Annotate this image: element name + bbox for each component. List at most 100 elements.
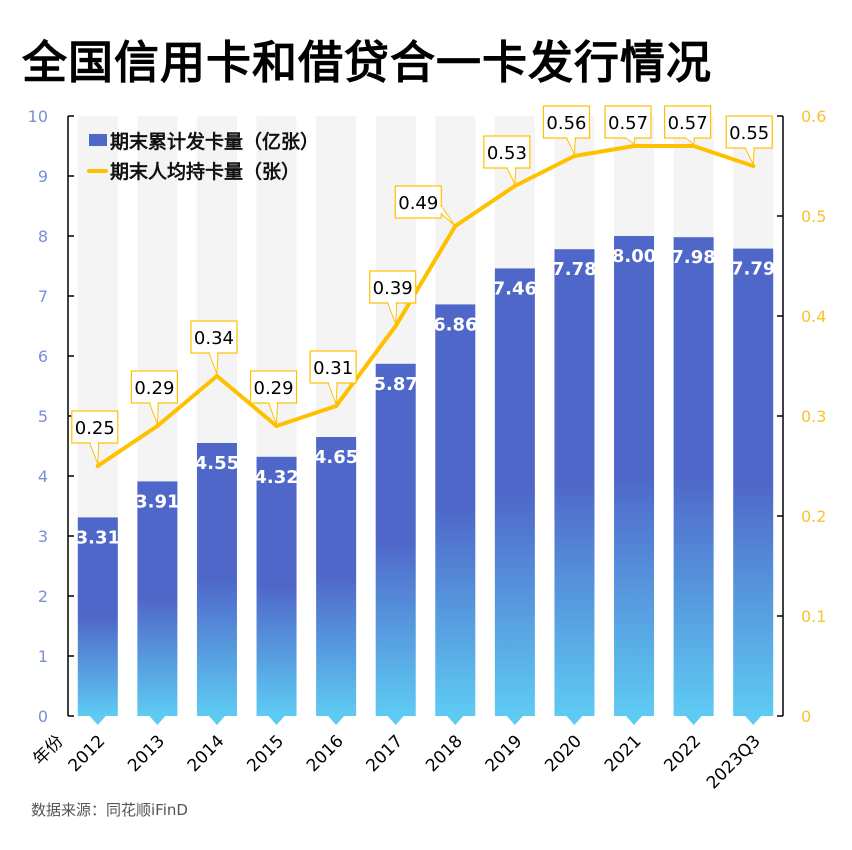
left-axis-tick-label: 9 [38,167,48,186]
line-path [95,144,756,468]
bar-data-label: 7.78 [552,259,596,280]
legend: 期末累计发卡量（亿张） 期末人均持卡量（张） [87,130,319,183]
bar-data-label: 7.79 [731,259,775,280]
x-tick-label: 2023Q3 [703,731,765,793]
line-data-callout: 0.29 [130,370,178,425]
bar-data-label: 7.98 [671,247,715,268]
bar [137,481,178,716]
bar-pointer [506,716,523,725]
bar-data-label: 4.65 [314,447,358,468]
callout-box [71,410,119,444]
left-axis-tick-label: 2 [38,587,48,606]
line-data-callout: 0.57 [664,105,712,145]
right-axis-tick-label: 0 [801,707,811,726]
x-tick-label: 2020 [541,731,586,776]
left-axis-tick-label: 8 [38,227,48,246]
left-axis-tick-label: 6 [38,347,48,366]
axes: 0 1 2 3 4 5 6 7 8 9 10 0 0.1 0.2 0.3 0.4 0.5 0.6 [28,107,827,726]
line-data-callout: 0.56 [542,105,591,156]
chart-title: 全国信用卡和借贷合一卡发行情况 [22,36,713,89]
bar-data-label: 3.91 [135,491,179,512]
line-data-callout: 0.34 [190,320,238,375]
line-data-label: 0.25 [75,418,115,439]
bar-pointers [89,716,762,725]
right-axis-tick-label: 0.5 [801,207,826,226]
bar-data-label: 4.32 [254,467,298,488]
bar-data-label: 8.00 [612,246,656,267]
callout-box [664,105,712,139]
line-data-label: 0.31 [313,358,353,379]
bar-data-label: 7.46 [493,278,537,299]
callout-box [483,135,531,169]
line-point [512,184,517,188]
x-tick-label: 2014 [184,731,229,776]
line-point [334,404,339,408]
x-tick-label: 2016 [303,731,348,776]
callout-box [542,105,591,139]
bar-series [77,236,774,716]
callout-box [130,370,178,404]
x-tick-label: 2018 [422,731,467,776]
bar-data-labels: 3.31 3.91 4.55 4.32 4.65 5.87 6.86 7.46 7.78 8.00… [76,246,776,548]
bar [554,249,595,716]
callout-box [249,370,298,404]
bar [77,517,118,716]
bar [733,248,774,716]
left-axis-tick-label: 7 [38,287,48,306]
bar-pointer [745,716,762,725]
line-data-label: 0.34 [194,328,234,349]
bar-pointer [89,716,106,725]
bar-pointer [685,716,702,725]
bar-pointer [149,716,166,725]
left-axis-tick-label: 10 [28,107,48,126]
left-axis-tick-label: 3 [38,527,48,546]
x-axis-title: 年份 [29,731,67,769]
line-data-callout: 0.49 [394,185,456,227]
line-data-callout: 0.39 [369,270,417,325]
left-axis-tick-label: 5 [38,407,48,426]
x-axis-labels: 2012 2013 2014 2015 2016 2017 2018 2019 2020 2021… [29,731,764,793]
line-data-callout: 0.55 [725,115,773,166]
bar [256,456,297,716]
line-data-callout: 0.53 [483,135,531,186]
line-point [155,424,160,428]
x-tick-label: 2022 [660,731,705,776]
left-axis-tick-label: 0 [38,707,48,726]
bar-data-label: 3.31 [76,527,120,548]
line-data-callout: 0.31 [309,350,357,405]
x-tick-label: 2021 [601,731,646,776]
line-data-label: 0.29 [254,378,294,399]
line-data-label: 0.29 [134,378,174,399]
line-data-label: 0.57 [608,113,648,134]
legend-bar-swatch [89,134,107,146]
line-data-callout: 0.29 [249,370,298,425]
bar-pointer [566,716,583,725]
line-point [214,374,219,378]
bar [435,304,476,716]
bar-pointer [447,716,464,725]
legend-line-label: 期末人均持卡量（张） [110,160,300,183]
line-data-label: 0.39 [373,278,413,299]
x-tick-label: 2012 [65,731,110,776]
line-data-label: 0.56 [546,113,586,134]
bar [614,236,655,716]
bar [494,268,535,716]
line-data-label: 0.57 [668,113,708,134]
line-data-label: 0.53 [487,143,527,164]
bar-pointer [387,716,404,725]
bar [673,237,714,716]
bar-data-label: 5.87 [373,374,417,395]
left-axis-tick-label: 1 [38,647,48,666]
callout-box [394,185,442,219]
bar-pointer [268,716,285,725]
legend-line-swatch [87,169,108,173]
x-tick-label: 2013 [124,731,169,776]
right-axis-tick-label: 0.2 [801,507,826,526]
right-axis-tick-label: 0.6 [801,107,826,126]
line-point [95,464,100,468]
bar-data-label: 4.55 [195,453,239,474]
legend-bar-label: 期末累计发卡量（亿张） [110,130,319,153]
data-source: 数据来源：同花顺iFinD [31,801,188,819]
line-point [572,154,577,158]
